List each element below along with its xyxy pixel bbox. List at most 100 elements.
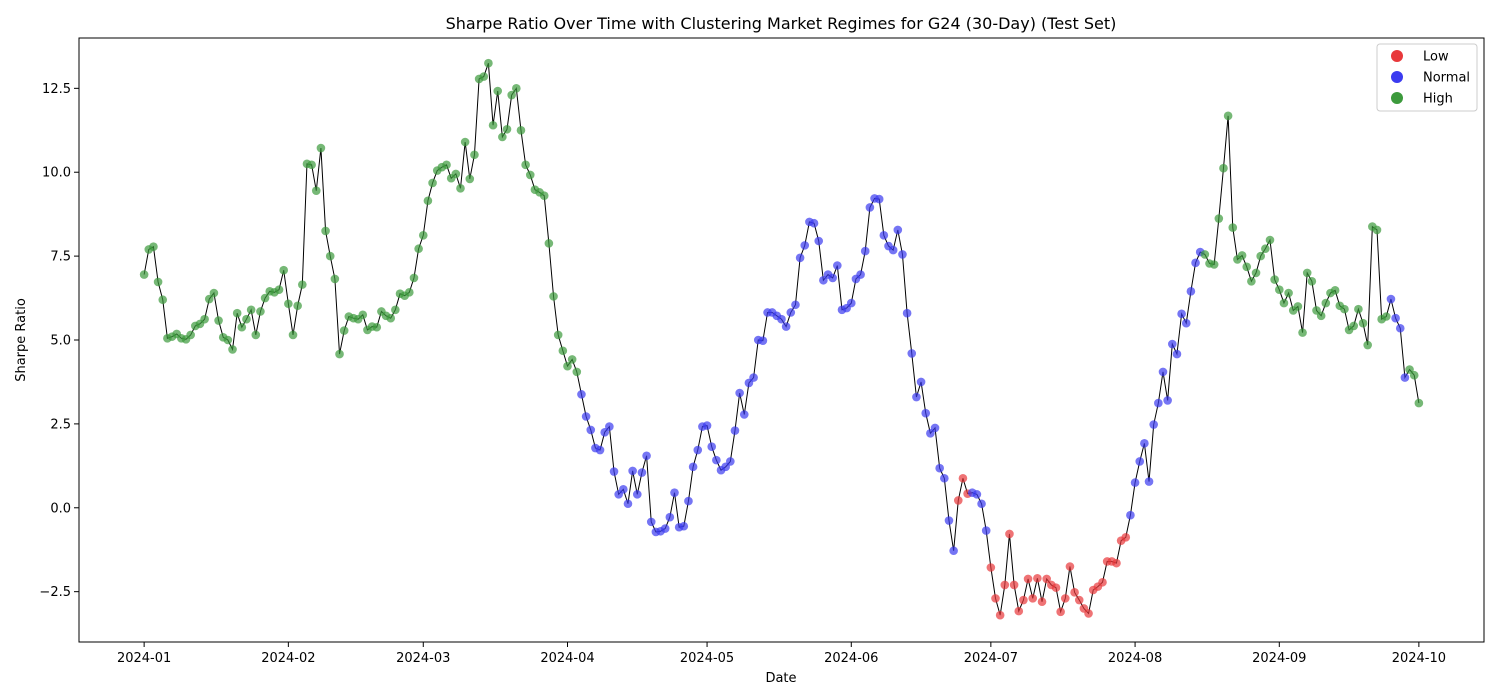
data-point (670, 488, 679, 497)
data-point (1130, 478, 1140, 487)
data-point (1019, 595, 1028, 605)
y-tick-label: 10.0 (42, 166, 71, 181)
data-point (1200, 250, 1210, 259)
data-point (953, 496, 963, 505)
data-point (828, 273, 837, 283)
data-point (781, 322, 791, 331)
data-point (232, 308, 242, 318)
data-point (372, 322, 382, 332)
x-tick-label: 2024-09 (1252, 651, 1306, 666)
data-point (935, 463, 944, 473)
data-point (1270, 275, 1279, 284)
x-tick-label: 2024-01 (117, 651, 171, 666)
data-point (1191, 258, 1200, 268)
data-point (777, 314, 786, 324)
data-point (204, 294, 214, 304)
x-tick-label: 2024-10 (1392, 651, 1446, 666)
data-point (414, 244, 423, 254)
data-point (786, 308, 796, 317)
data-point (1363, 340, 1372, 350)
data-point (418, 231, 428, 240)
data-point (1167, 339, 1177, 349)
data-point (1009, 580, 1019, 590)
y-tick-label: 12.5 (42, 82, 71, 97)
data-point (149, 242, 158, 252)
data-point (1037, 597, 1047, 607)
data-point (1149, 420, 1158, 429)
chart-title: Sharpe Ratio Over Time with Clustering M… (446, 14, 1117, 33)
data-point (139, 270, 149, 279)
data-point (1409, 370, 1419, 380)
data-point (256, 307, 265, 316)
x-tick-label: 2024-02 (261, 651, 315, 666)
data-point (1400, 373, 1410, 382)
data-point (646, 517, 656, 527)
data-point (819, 275, 828, 285)
data-point (800, 241, 810, 250)
data-point (865, 203, 875, 212)
data-point (623, 499, 633, 509)
data-point (1405, 365, 1414, 374)
data-point (479, 72, 489, 81)
data-point (577, 390, 586, 399)
data-point (465, 174, 475, 184)
data-point (665, 512, 675, 522)
data-point (1000, 580, 1010, 590)
data-point (1247, 276, 1256, 286)
data-point (1316, 311, 1326, 321)
data-point (279, 265, 289, 275)
data-point (921, 408, 931, 418)
data-point (712, 455, 721, 465)
data-point (1251, 268, 1261, 278)
data-point (595, 445, 605, 455)
data-point (1414, 398, 1424, 408)
data-point (1051, 583, 1061, 592)
data-point (600, 427, 610, 437)
data-point (1065, 562, 1075, 571)
data-point (339, 326, 349, 335)
data-point (228, 345, 237, 354)
data-point (214, 316, 223, 325)
data-point (902, 308, 912, 318)
data-point (619, 485, 628, 494)
data-point (335, 349, 344, 359)
data-point (944, 516, 954, 525)
data-point (498, 132, 507, 142)
plot-area (139, 58, 1424, 620)
data-point (153, 277, 163, 287)
data-point (391, 305, 400, 315)
data-point (730, 426, 740, 435)
legend-marker (1391, 92, 1403, 104)
data-point (632, 490, 642, 499)
data-point (833, 261, 842, 270)
data-point (916, 377, 926, 387)
y-tick-label: −2.5 (39, 585, 71, 600)
data-point (609, 467, 619, 476)
data-point (1135, 457, 1145, 466)
data-point (679, 521, 689, 531)
data-point (693, 445, 703, 455)
data-point (1209, 260, 1219, 269)
data-point (507, 90, 516, 100)
data-point (940, 473, 949, 483)
legend-label: Normal (1423, 71, 1470, 86)
data-point (442, 160, 451, 170)
data-point (1279, 298, 1289, 308)
data-point (586, 425, 596, 435)
data-point (293, 301, 302, 311)
data-point (972, 490, 982, 499)
data-point (874, 194, 884, 204)
legend-marker (1391, 71, 1403, 83)
y-tick-label: 2.5 (50, 417, 71, 432)
x-axis: 2024-01 2024-02 2024-03 2024-04 2024-05 2024-… (117, 642, 1446, 666)
data-point (451, 169, 461, 179)
data-point (572, 367, 582, 377)
data-point (1228, 223, 1238, 232)
data-point (1074, 595, 1084, 605)
data-point (386, 313, 396, 323)
data-point (726, 457, 735, 466)
legend-box (1376, 43, 1478, 112)
data-point (912, 392, 921, 402)
data-point (1386, 294, 1396, 304)
data-point (893, 225, 903, 235)
